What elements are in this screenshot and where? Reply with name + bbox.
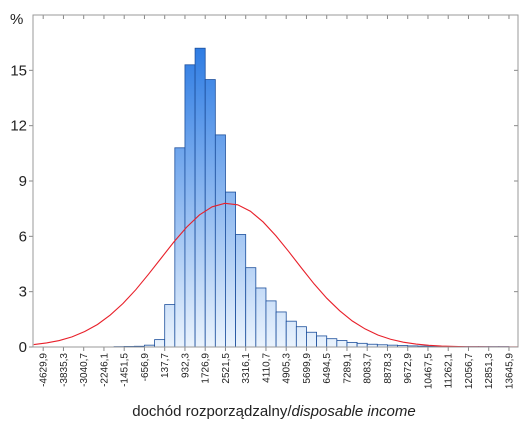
bar (346, 341, 358, 348)
y-tick-label: 9 (19, 173, 27, 190)
y-axis-label: % (10, 11, 23, 28)
bar (164, 304, 176, 348)
y-tick-label: 3 (19, 284, 27, 301)
x-tick-label: 5699,9 (302, 353, 313, 384)
y-tick-label: 12 (10, 118, 27, 135)
x-tick-label: 6494,5 (322, 353, 333, 384)
bar (245, 267, 257, 348)
x-tick-label: 12056,7 (464, 353, 475, 390)
bar (184, 64, 196, 348)
x-tick-label: -4629,9 (39, 353, 50, 387)
bar (174, 147, 186, 348)
x-tick-label: 10467,5 (423, 353, 434, 390)
bar (204, 79, 216, 348)
bar (356, 342, 368, 348)
bar (295, 326, 307, 348)
x-tick-label: 8083,7 (363, 353, 374, 384)
x-tick-label: 137,7 (160, 353, 171, 378)
y-tick-label: 15 (10, 62, 27, 79)
x-tick-label: -3835,3 (59, 353, 70, 387)
y-tick-label: 0 (19, 339, 27, 356)
x-tick-label: -2246,1 (99, 353, 110, 387)
bar (275, 311, 287, 348)
x-tick-label: 8878,3 (383, 353, 394, 384)
x-tick-label: 12851,3 (484, 353, 495, 390)
plot-frame (32, 14, 519, 348)
x-tick-label: 9672,9 (403, 353, 414, 384)
x-tick-label: 2521,5 (221, 353, 232, 384)
x-axis-label-en: disposable income (292, 403, 416, 420)
x-tick-label: -656,9 (140, 353, 151, 382)
bar (255, 287, 267, 348)
x-axis-label-pl: dochód rozporządzalny/ (132, 403, 292, 420)
bar (265, 300, 277, 348)
bar (326, 338, 338, 348)
bar (306, 331, 317, 348)
bar (336, 340, 348, 348)
bar (316, 335, 328, 348)
bar (285, 320, 297, 348)
bar (225, 191, 236, 348)
x-tick-label: 7289,1 (342, 353, 353, 384)
x-tick-label: 932,3 (180, 353, 191, 378)
x-tick-label: 11262,1 (444, 353, 455, 389)
x-tick-label: 4110,7 (261, 353, 272, 383)
x-tick-label: -3040,7 (79, 353, 90, 387)
fit-curve (33, 202, 518, 347)
x-tick-label: 1726,9 (201, 353, 212, 384)
x-tick-label: 13645,9 (504, 353, 515, 390)
bar (214, 134, 226, 348)
x-axis-label: dochód rozporządzalny/disposable income (132, 403, 416, 420)
x-tick-label: 3316,1 (241, 353, 252, 384)
bar (154, 339, 166, 348)
y-tick-label: 6 (19, 228, 27, 245)
x-tick-label: -1451,5 (120, 353, 131, 387)
bar (235, 234, 247, 348)
x-tick-label: 4905,3 (282, 353, 293, 384)
bar (194, 47, 206, 348)
